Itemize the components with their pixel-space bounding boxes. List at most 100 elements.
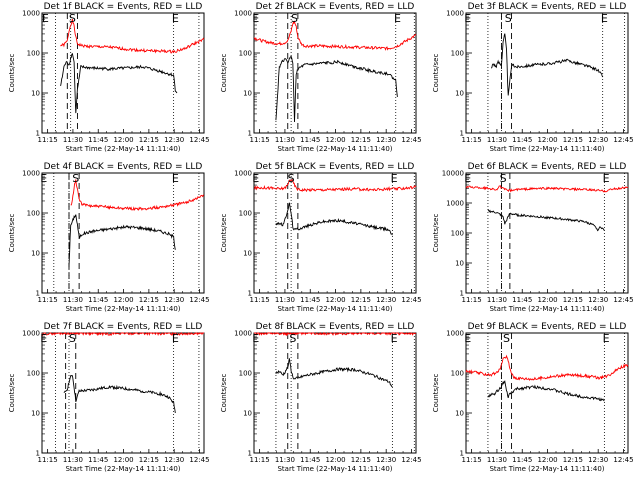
phase-marker: E — [464, 12, 471, 25]
y-tick-label: 10 — [31, 90, 40, 98]
x-tick-label: 12:00 — [113, 456, 133, 464]
x-tick-label: 12:45 — [401, 136, 421, 144]
x-tick-label: 12:15 — [351, 296, 371, 304]
y-tick-label: 100 — [239, 370, 252, 378]
y-axis-label: Counts/sec — [432, 374, 440, 413]
x-axis-label: Start Time (22-May-14 11:11:40) — [277, 465, 392, 473]
y-tick-label: 10 — [31, 410, 40, 418]
phase-marker: E — [252, 332, 259, 345]
lld-series-line — [70, 179, 205, 211]
lld-series-line — [253, 20, 417, 51]
panel-title: Det 7f BLACK = Events, RED = LLD — [44, 322, 203, 332]
x-tick-label: 12:00 — [325, 136, 345, 144]
plot-frame — [41, 172, 205, 294]
x-tick-label: 12:30 — [164, 456, 184, 464]
plot-frame — [41, 12, 205, 134]
x-tick-label: 11:15 — [38, 296, 58, 304]
x-tick-label: 11:30 — [487, 136, 507, 144]
x-tick-label: 11:15 — [38, 456, 58, 464]
panel-9: Det 9f BLACK = Events, RED = LLD 1 10 100 10… — [432, 322, 634, 473]
phase-marker: S — [69, 332, 76, 345]
y-tick-label: 10 — [455, 90, 464, 98]
x-tick-label: 11:45 — [512, 296, 532, 304]
x-tick-label: 12:00 — [537, 296, 557, 304]
y-tick-label: 1000 — [234, 170, 252, 178]
phase-marker: S — [69, 12, 76, 25]
x-tick-label: 11:45 — [512, 456, 532, 464]
y-tick-label: 100 — [239, 50, 252, 58]
phase-marker: E — [252, 12, 259, 25]
panel-5: Det 5f BLACK = Events, RED = LLD 1 10 100 10… — [220, 162, 422, 313]
x-tick-label: 11:45 — [300, 456, 320, 464]
y-tick-label: 100 — [451, 50, 464, 58]
x-tick-label: 12:00 — [113, 296, 133, 304]
phase-marker: E — [603, 332, 610, 345]
phase-marker: E — [391, 172, 398, 185]
phase-marker: E — [172, 12, 179, 25]
y-tick-label: 100 — [239, 210, 252, 218]
x-axis-label: Start Time (22-May-14 11:11:40) — [489, 145, 604, 153]
panel-title: Det 4f BLACK = Events, RED = LLD — [44, 162, 203, 172]
phase-marker: S — [500, 172, 507, 185]
x-tick-label: 12:30 — [376, 296, 396, 304]
y-tick-label: 10 — [243, 90, 252, 98]
plot-frame — [41, 332, 205, 454]
x-axis-label: Start Time (22-May-14 11:11:40) — [65, 305, 180, 313]
phase-marker: E — [40, 172, 47, 185]
y-tick-label: 1 — [248, 290, 252, 298]
panel-8: Det 8f BLACK = Events, RED = LLD 1 10 100 10… — [220, 322, 422, 473]
y-tick-label: 1 — [248, 130, 252, 138]
panel-title: Det 5f BLACK = Events, RED = LLD — [256, 162, 415, 172]
plot-frame — [253, 12, 417, 134]
panel-7: Det 7f BLACK = Events, RED = LLD 1 10 100 10… — [8, 322, 210, 473]
x-tick-label: 12:45 — [401, 456, 421, 464]
x-tick-label: 12:15 — [563, 136, 583, 144]
y-tick-label: 10 — [455, 410, 464, 418]
x-tick-label: 11:30 — [63, 296, 83, 304]
phase-marker: E — [252, 172, 259, 185]
panel-title: Det 3f BLACK = Events, RED = LLD — [468, 2, 627, 12]
x-tick-label: 11:30 — [63, 136, 83, 144]
x-tick-label: 12:00 — [325, 296, 345, 304]
x-tick-label: 11:45 — [512, 136, 532, 144]
x-tick-label: 12:00 — [537, 456, 557, 464]
y-tick-label: 1 — [36, 290, 40, 298]
panel-title: Det 8f BLACK = Events, RED = LLD — [256, 322, 415, 332]
x-tick-label: 11:15 — [250, 136, 270, 144]
events-series-line — [275, 358, 393, 388]
events-series-line — [63, 375, 176, 414]
x-tick-label: 11:15 — [462, 456, 482, 464]
x-tick-label: 11:30 — [487, 296, 507, 304]
y-tick-label: 100 — [451, 230, 464, 238]
y-tick-label: 1000 — [446, 200, 464, 208]
x-tick-label: 12:15 — [139, 136, 159, 144]
x-axis-label: Start Time (22-May-14 11:11:40) — [65, 465, 180, 473]
phase-marker: E — [42, 12, 49, 25]
x-tick-label: 12:15 — [139, 296, 159, 304]
x-tick-label: 11:45 — [88, 456, 108, 464]
x-tick-label: 12:45 — [189, 456, 209, 464]
y-axis-label: Counts/sec — [220, 374, 228, 413]
x-tick-label: 12:15 — [351, 456, 371, 464]
phase-marker: E — [464, 332, 471, 345]
x-tick-label: 11:15 — [462, 296, 482, 304]
x-axis-label: Start Time (22-May-14 11:11:40) — [277, 305, 392, 313]
phase-marker: S — [288, 172, 295, 185]
phase-marker: E — [40, 332, 47, 345]
events-series-line — [487, 209, 605, 232]
x-tick-label: 11:30 — [275, 456, 295, 464]
x-axis-label: Start Time (22-May-14 11:11:40) — [489, 305, 604, 313]
y-tick-label: 10 — [243, 250, 252, 258]
y-axis-label: Counts/sec — [220, 214, 228, 253]
x-axis-label: Start Time (22-May-14 11:11:40) — [65, 145, 180, 153]
x-tick-label: 12:45 — [613, 296, 633, 304]
lld-series-line — [41, 331, 204, 337]
x-tick-label: 12:00 — [537, 136, 557, 144]
y-tick-label: 1000 — [22, 10, 40, 18]
events-series-line — [60, 52, 178, 114]
panel-6: Det 6f BLACK = Events, RED = LLD 1 10 100 10… — [432, 162, 634, 313]
y-tick-label: 1000 — [446, 330, 464, 338]
y-tick-label: 100 — [27, 370, 40, 378]
x-tick-label: 12:30 — [376, 136, 396, 144]
phase-marker: S — [289, 332, 296, 345]
